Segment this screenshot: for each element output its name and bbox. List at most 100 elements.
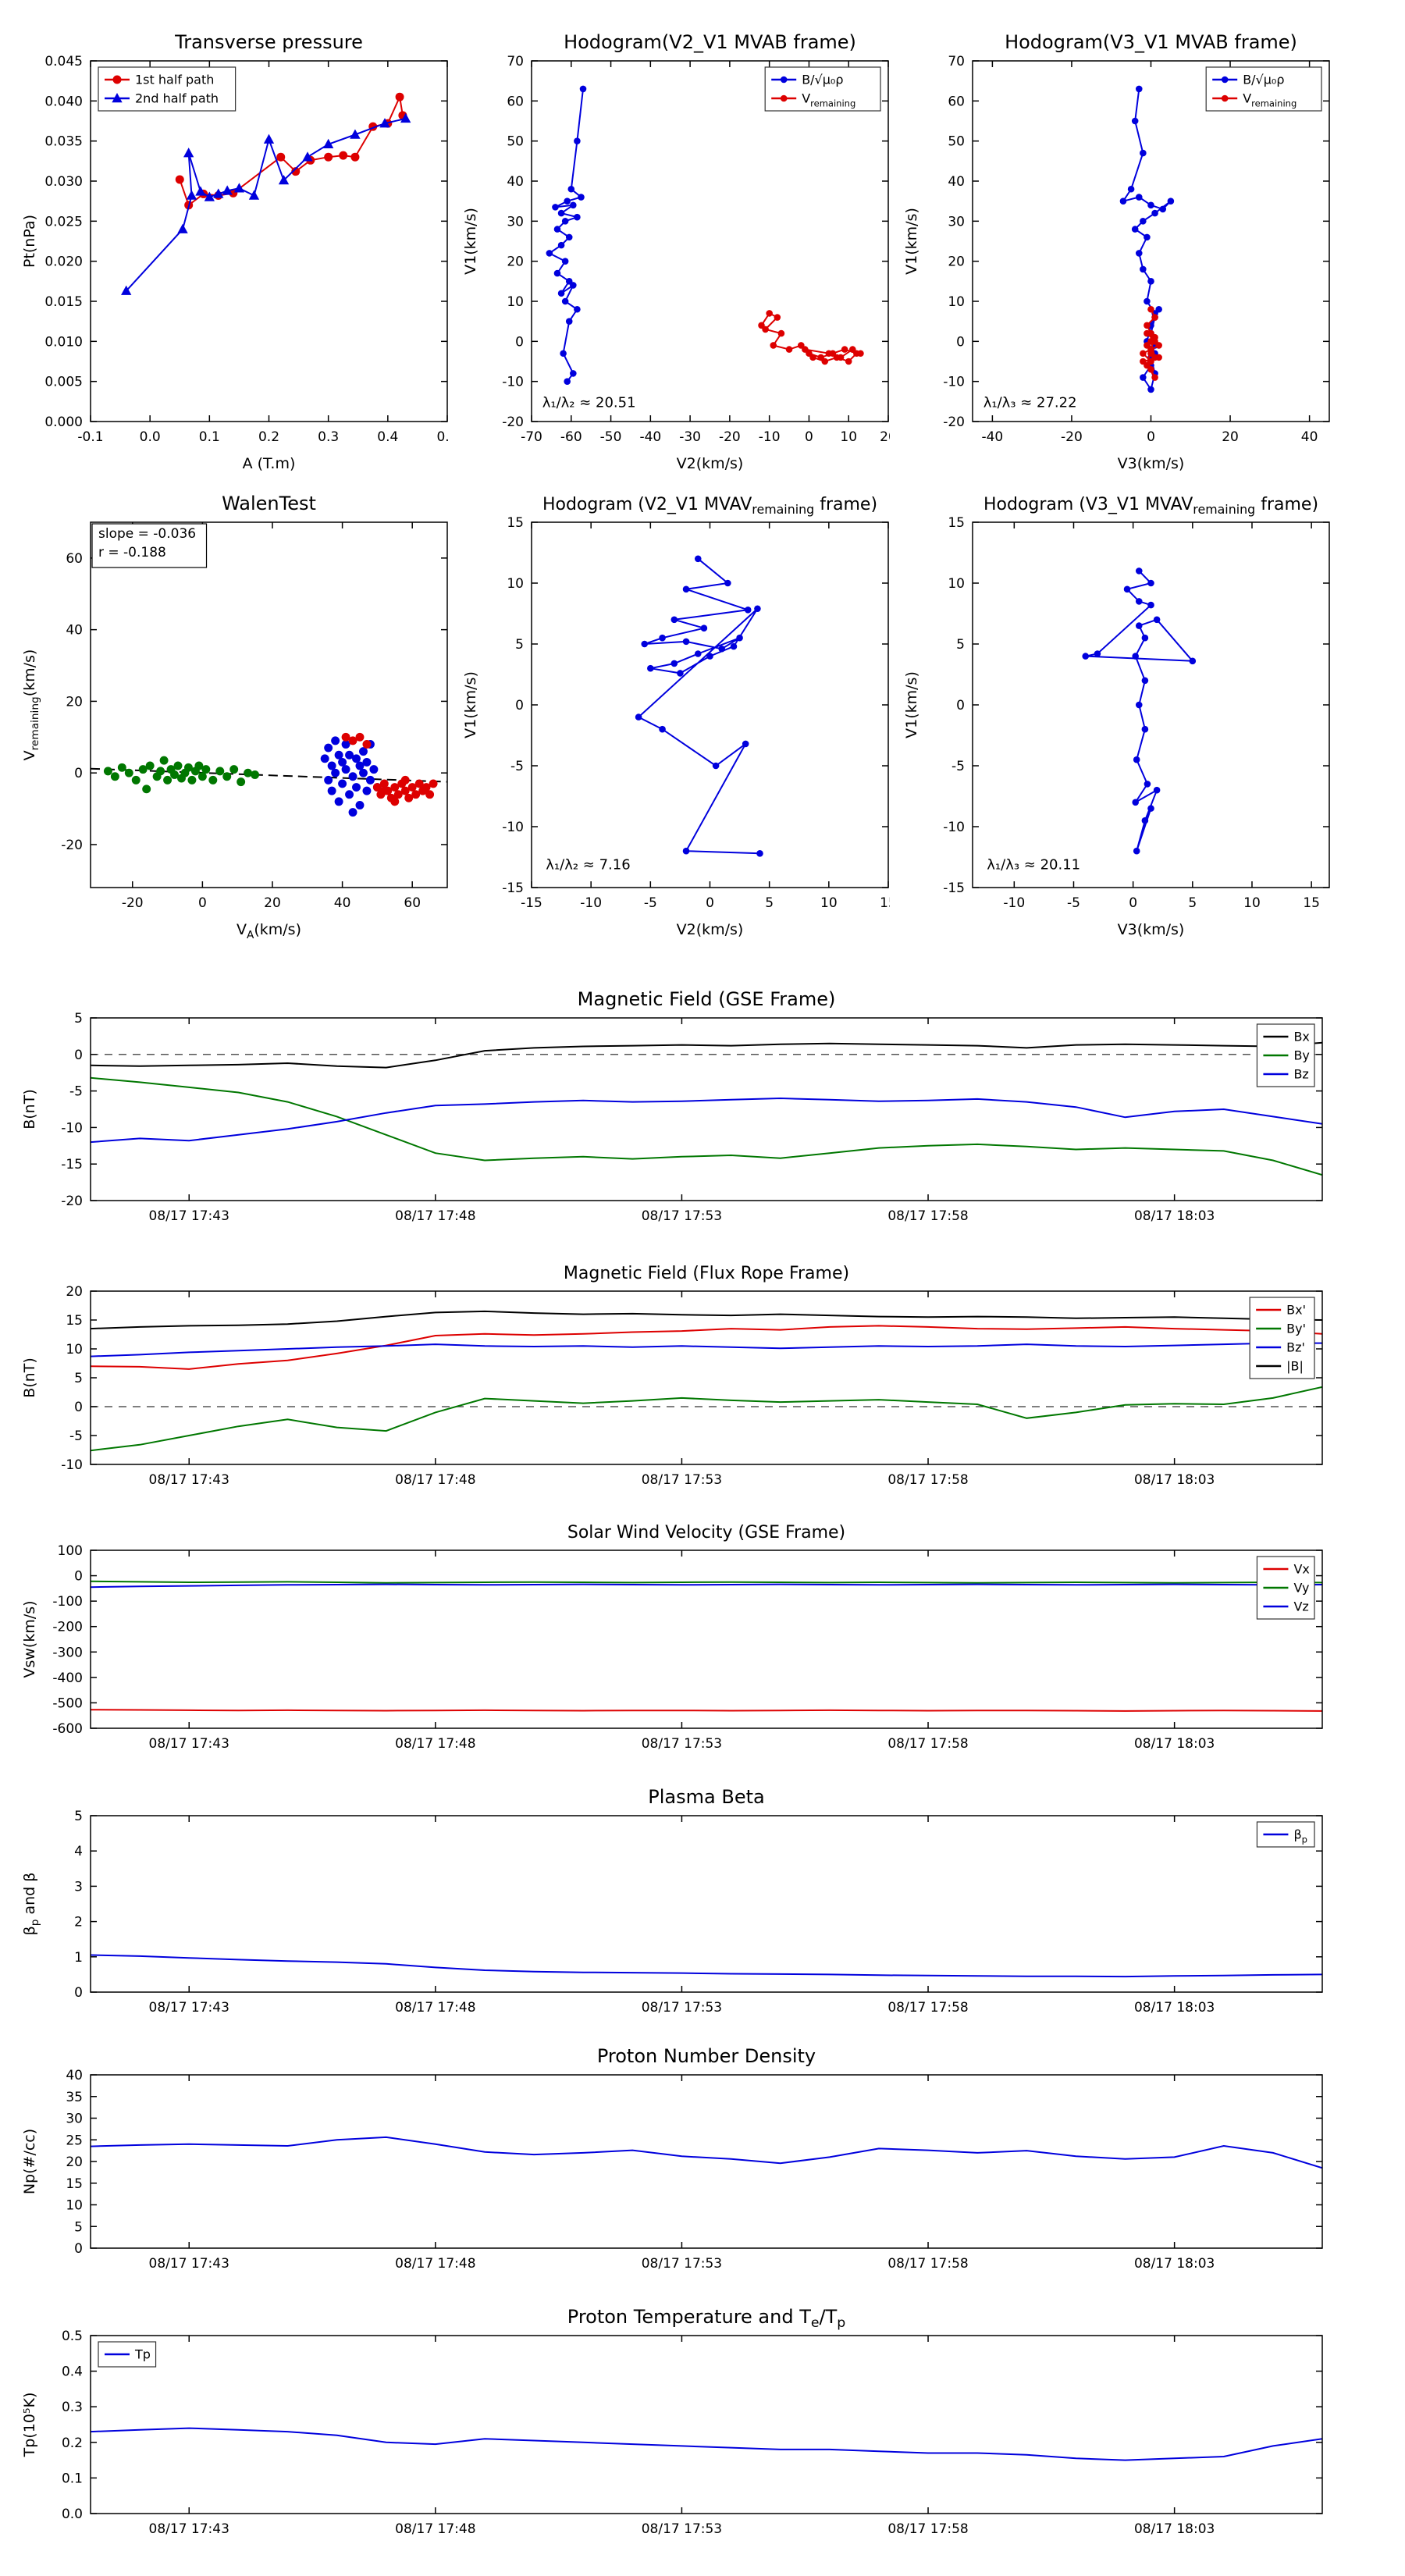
svg-text:V1(km/s): V1(km/s) xyxy=(462,671,479,738)
svg-text:0: 0 xyxy=(74,766,83,781)
svg-text:08/17 17:48: 08/17 17:48 xyxy=(395,2256,475,2272)
svg-text:-30: -30 xyxy=(679,429,701,445)
svg-text:40: 40 xyxy=(507,174,524,190)
svg-text:Bx': Bx' xyxy=(1286,1303,1306,1318)
svg-text:Vsw(km/s): Vsw(km/s) xyxy=(21,1600,38,1678)
svg-text:Vy: Vy xyxy=(1293,1581,1309,1596)
chart-b_fr: 08/17 17:43 08/17 17:48 08/17 17:53 08/17 1… xyxy=(8,1255,1397,1514)
svg-text:0: 0 xyxy=(515,334,524,350)
svg-text:V3(km/s): V3(km/s) xyxy=(1118,455,1185,472)
svg-text:βp​ and β: βp​ and β xyxy=(21,1873,41,1936)
svg-text:5: 5 xyxy=(765,895,774,911)
chart-vsw: 08/17 17:43 08/17 17:48 08/17 17:53 08/17 1… xyxy=(8,1514,1397,1778)
svg-text:-15: -15 xyxy=(943,881,965,896)
svg-text:50: 50 xyxy=(948,134,965,150)
svg-text:-10: -10 xyxy=(61,1120,83,1136)
svg-text:-0.1: -0.1 xyxy=(77,429,103,445)
svg-text:1st half path: 1st half path xyxy=(135,73,214,87)
svg-text:08/17 17:58: 08/17 17:58 xyxy=(887,1208,968,1224)
svg-text:25: 25 xyxy=(66,2133,83,2148)
svg-text:08/17 17:48: 08/17 17:48 xyxy=(395,1736,475,1752)
svg-text:08/17 17:53: 08/17 17:53 xyxy=(642,1736,722,1752)
svg-text:0.000: 0.000 xyxy=(44,415,83,430)
svg-text:2nd half path: 2nd half path xyxy=(135,91,219,106)
svg-text:0.010: 0.010 xyxy=(44,334,83,350)
svg-text:20: 20 xyxy=(1222,429,1239,445)
svg-text:Bx: Bx xyxy=(1293,1030,1309,1044)
svg-text:Proton Number Density: Proton Number Density xyxy=(597,2045,816,2067)
svg-text:Magnetic Field (GSE Frame): Magnetic Field (GSE Frame) xyxy=(578,988,836,1010)
svg-text:B/√μ₀ρ: B/√μ₀ρ xyxy=(802,73,843,87)
svg-text:08/17 18:03: 08/17 18:03 xyxy=(1134,2000,1215,2016)
svg-text:08/17 18:03: 08/17 18:03 xyxy=(1134,2521,1215,2537)
svg-text:-10: -10 xyxy=(943,375,965,390)
svg-text:-5: -5 xyxy=(951,759,965,774)
svg-text:40: 40 xyxy=(1301,429,1318,445)
svg-text:-40: -40 xyxy=(639,429,661,445)
svg-text:Hodogram(V2_V1 MVAB frame): Hodogram(V2_V1 MVAB frame) xyxy=(564,31,856,53)
svg-text:-10: -10 xyxy=(61,1457,83,1473)
svg-text:0: 0 xyxy=(74,1048,83,1063)
svg-text:10: 10 xyxy=(948,576,965,592)
svg-text:0.2: 0.2 xyxy=(258,429,279,445)
svg-text:40: 40 xyxy=(334,895,351,911)
svg-text:5: 5 xyxy=(74,1011,83,1026)
svg-text:Transverse pressure: Transverse pressure xyxy=(174,31,363,53)
svg-text:100: 100 xyxy=(58,1543,83,1559)
svg-text:V3(km/s): V3(km/s) xyxy=(1118,921,1185,938)
svg-text:Proton Temperature and Te​/Tp​: Proton Temperature and Te​/Tp​ xyxy=(567,2306,845,2331)
svg-text:5: 5 xyxy=(956,637,965,653)
svg-text:Vremaining​: Vremaining​ xyxy=(1243,91,1297,109)
svg-text:Bz: Bz xyxy=(1293,1067,1308,1082)
svg-text:70: 70 xyxy=(507,54,524,69)
svg-text:V2(km/s): V2(km/s) xyxy=(677,455,744,472)
svg-text:-100: -100 xyxy=(52,1594,83,1610)
svg-text:-20: -20 xyxy=(122,895,144,911)
svg-text:0.5: 0.5 xyxy=(62,2329,83,2344)
svg-text:V1(km/s): V1(km/s) xyxy=(903,208,920,275)
svg-text:15: 15 xyxy=(66,2176,83,2192)
svg-text:0: 0 xyxy=(74,1569,83,1585)
svg-text:20: 20 xyxy=(66,2154,83,2170)
svg-text:10: 10 xyxy=(507,294,524,310)
svg-text:A (T.m): A (T.m) xyxy=(243,455,296,472)
svg-text:0.1: 0.1 xyxy=(62,2471,83,2486)
svg-text:08/17 17:58: 08/17 17:58 xyxy=(887,1472,968,1488)
svg-text:0.005: 0.005 xyxy=(44,375,83,390)
svg-text:0.3: 0.3 xyxy=(318,429,339,445)
svg-text:0: 0 xyxy=(74,2241,83,2257)
svg-text:Solar Wind Velocity (GSE Frame: Solar Wind Velocity (GSE Frame) xyxy=(567,1523,845,1542)
svg-text:50: 50 xyxy=(507,134,524,150)
svg-text:0: 0 xyxy=(956,698,965,713)
svg-text:-10: -10 xyxy=(580,895,602,911)
svg-text:-10: -10 xyxy=(759,429,781,445)
svg-text:Vremaining​: Vremaining​ xyxy=(802,91,855,109)
svg-text:-20: -20 xyxy=(719,429,741,445)
svg-text:-10: -10 xyxy=(502,820,524,835)
svg-text:Plasma Beta: Plasma Beta xyxy=(648,1786,764,1808)
svg-text:0.4: 0.4 xyxy=(377,429,398,445)
chart-p2: -70 -60 -50 -40 -30 -20 -10 0 10 20-20-1001020304… xyxy=(449,11,905,489)
svg-text:0.2: 0.2 xyxy=(62,2435,83,2451)
svg-text:-10: -10 xyxy=(502,375,524,390)
svg-text:20: 20 xyxy=(948,254,965,270)
svg-text:08/17 17:53: 08/17 17:53 xyxy=(642,2521,722,2537)
svg-text:Vz: Vz xyxy=(1293,1599,1308,1614)
svg-text:-20: -20 xyxy=(61,838,83,853)
svg-text:08/17 17:58: 08/17 17:58 xyxy=(887,1736,968,1752)
svg-text:3: 3 xyxy=(74,1879,83,1895)
svg-text:5: 5 xyxy=(74,1371,83,1386)
svg-text:0.025: 0.025 xyxy=(44,214,83,229)
svg-text:0.0: 0.0 xyxy=(62,2507,83,2522)
svg-text:20: 20 xyxy=(66,694,83,710)
svg-text:0.0: 0.0 xyxy=(140,429,161,445)
svg-text:0.040: 0.040 xyxy=(44,94,83,109)
svg-text:-5: -5 xyxy=(510,759,524,774)
svg-text:20: 20 xyxy=(507,254,524,270)
svg-text:15: 15 xyxy=(1303,895,1320,911)
svg-text:V2(km/s): V2(km/s) xyxy=(677,921,744,938)
svg-text:60: 60 xyxy=(507,94,524,109)
svg-text:λ₁/λ₃ ≈ 27.22: λ₁/λ₃ ≈ 27.22 xyxy=(984,395,1077,411)
chart-b_gse: 08/17 17:43 08/17 17:48 08/17 17:53 08/17 1… xyxy=(8,982,1397,1251)
